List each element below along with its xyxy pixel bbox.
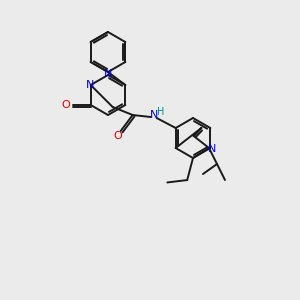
Text: H: H — [157, 107, 164, 117]
Text: N: N — [149, 110, 158, 120]
Text: N: N — [85, 80, 94, 90]
Text: O: O — [61, 100, 70, 110]
Text: N: N — [104, 69, 112, 79]
Text: O: O — [113, 131, 122, 141]
Text: N: N — [208, 144, 216, 154]
